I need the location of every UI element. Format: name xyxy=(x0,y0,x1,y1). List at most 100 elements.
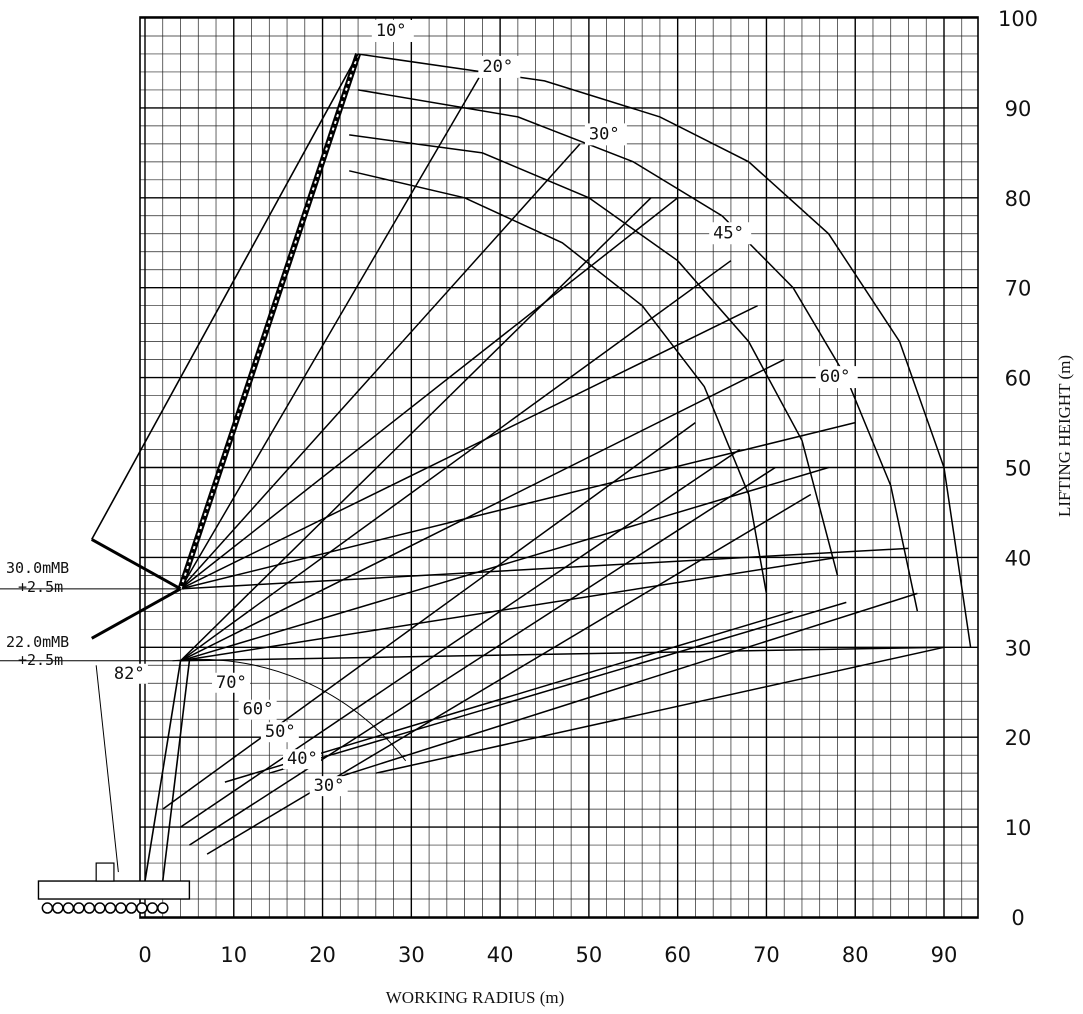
y-tick-label: 10 xyxy=(1005,816,1032,840)
series-line-12 xyxy=(179,197,652,662)
y-tick-label: 50 xyxy=(1005,457,1032,481)
boom-angle-label: 82° xyxy=(114,664,145,684)
carrier-wheel xyxy=(83,902,96,914)
x-axis-title: WORKING RADIUS (m) xyxy=(386,988,564,1007)
mast-link-2 xyxy=(91,587,182,640)
series-layer xyxy=(162,53,972,855)
boom-angle-label: 30° xyxy=(314,776,345,796)
boom-angle-arc xyxy=(172,658,407,762)
carrier-wheel xyxy=(62,902,75,914)
jib-offset-label: 20° xyxy=(482,57,513,77)
carrier-wheel xyxy=(157,902,169,914)
y-tick-label: 30 xyxy=(1005,636,1032,660)
series-line-15 xyxy=(180,466,829,662)
series-line-17 xyxy=(180,646,945,662)
y-tick-label: 80 xyxy=(1005,187,1032,211)
carrier-wheel xyxy=(146,902,159,914)
series-line-13 xyxy=(180,260,732,662)
series-line-11 xyxy=(180,547,909,590)
x-tick-label: 0 xyxy=(138,943,151,967)
jib-offset-label: 45° xyxy=(713,223,744,243)
carrier-wheel xyxy=(52,902,64,914)
series-line-6 xyxy=(179,71,484,590)
mast-strut xyxy=(91,53,359,540)
series-line-4 xyxy=(349,170,768,594)
y-tick-label: 90 xyxy=(1005,97,1032,121)
jib-offset-label-bg xyxy=(371,19,414,42)
jib-offset-label-bg xyxy=(478,55,521,78)
boom-angle-label: 70° xyxy=(216,673,247,693)
series-line-3 xyxy=(349,134,839,576)
y-tick-label: 0 xyxy=(1011,906,1024,930)
series-line-19 xyxy=(180,448,741,828)
boom-angle-label: 60° xyxy=(243,700,274,720)
x-tick-label: 40 xyxy=(487,943,514,967)
jib-offset-label: 60° xyxy=(820,367,851,387)
boom-angle-label: 40° xyxy=(287,749,318,769)
main-boom-lattice xyxy=(179,53,360,590)
boom-angle-labels: 82° 70° 60°50° 40° 30° xyxy=(109,663,348,797)
carrier-wheel xyxy=(41,902,54,914)
carrier-cab xyxy=(95,862,115,882)
boom-angle-label-bg xyxy=(260,722,299,743)
boom-angle-label-bg xyxy=(283,749,322,770)
carrier-wheel xyxy=(115,902,127,914)
series-line-24 xyxy=(322,592,918,783)
series-line-7 xyxy=(179,143,581,590)
x-tick-label: 50 xyxy=(576,943,603,967)
boom-angle-label-bg xyxy=(212,672,251,693)
crane-illustration xyxy=(0,53,407,914)
series-line-25 xyxy=(375,646,945,774)
main-boom-label: 30.0mMB xyxy=(6,559,69,577)
main-boom-label: +2.5m xyxy=(18,578,63,596)
y-tick-label: 40 xyxy=(1005,546,1032,570)
series-line-10 xyxy=(180,421,856,590)
series-line-20 xyxy=(188,466,776,846)
jib-offset-label: 30° xyxy=(589,124,620,144)
carrier-body xyxy=(37,880,191,900)
boom-angle-label-bg xyxy=(309,776,348,797)
series-line-16 xyxy=(180,556,838,662)
x-tick-label: 90 xyxy=(931,943,958,967)
tower-boom-left xyxy=(144,660,182,882)
pendant-left xyxy=(95,665,119,873)
y-tick-labels: 0 10 20 30 40 50 60 70 80 90 100 xyxy=(998,7,1038,930)
y-tick-label: 70 xyxy=(1005,277,1032,301)
x-tick-label: 70 xyxy=(753,943,780,967)
boom-angle-label-bg xyxy=(109,663,148,684)
carrier-wheel xyxy=(125,902,138,914)
tower-boom-right xyxy=(161,660,191,882)
series-line-2 xyxy=(357,89,919,612)
y-tick-label: 100 xyxy=(998,7,1038,31)
mast-link xyxy=(91,538,182,591)
boom-angle-label-bg xyxy=(238,699,277,720)
main-boom-label: 22.0mMB xyxy=(6,633,69,651)
carrier-wheel xyxy=(104,902,117,914)
series-line-1 xyxy=(357,53,972,648)
series-line-14 xyxy=(180,358,785,662)
series-line-9 xyxy=(180,305,758,590)
series-line-23 xyxy=(269,601,847,774)
carrier-wheel xyxy=(136,902,148,914)
x-tick-labels: 0 10 20 30 40 50 60 70 80 90 xyxy=(138,943,957,967)
jib-offset-label: 10° xyxy=(376,21,407,41)
jib-offset-label-bg xyxy=(815,366,858,389)
main-boom-label: +2.5m xyxy=(18,651,63,669)
x-tick-label: 60 xyxy=(664,943,691,967)
y-tick-label: 20 xyxy=(1005,726,1032,750)
x-tick-label: 30 xyxy=(398,943,425,967)
carrier-wheel xyxy=(94,902,106,914)
x-tick-label: 80 xyxy=(842,943,869,967)
y-axis-title: LIFTING HEIGHT (m) xyxy=(1055,355,1074,517)
jib-offset-label-bg xyxy=(584,123,627,146)
x-tick-label: 20 xyxy=(309,943,336,967)
series-line-18 xyxy=(162,421,696,810)
jib-offset-label-bg xyxy=(709,222,752,245)
boom-angle-label: 50° xyxy=(265,722,296,742)
series-line-21 xyxy=(206,493,812,855)
carrier-wheel xyxy=(73,902,85,914)
series-line-8 xyxy=(180,197,679,590)
plot-frame xyxy=(139,16,979,919)
